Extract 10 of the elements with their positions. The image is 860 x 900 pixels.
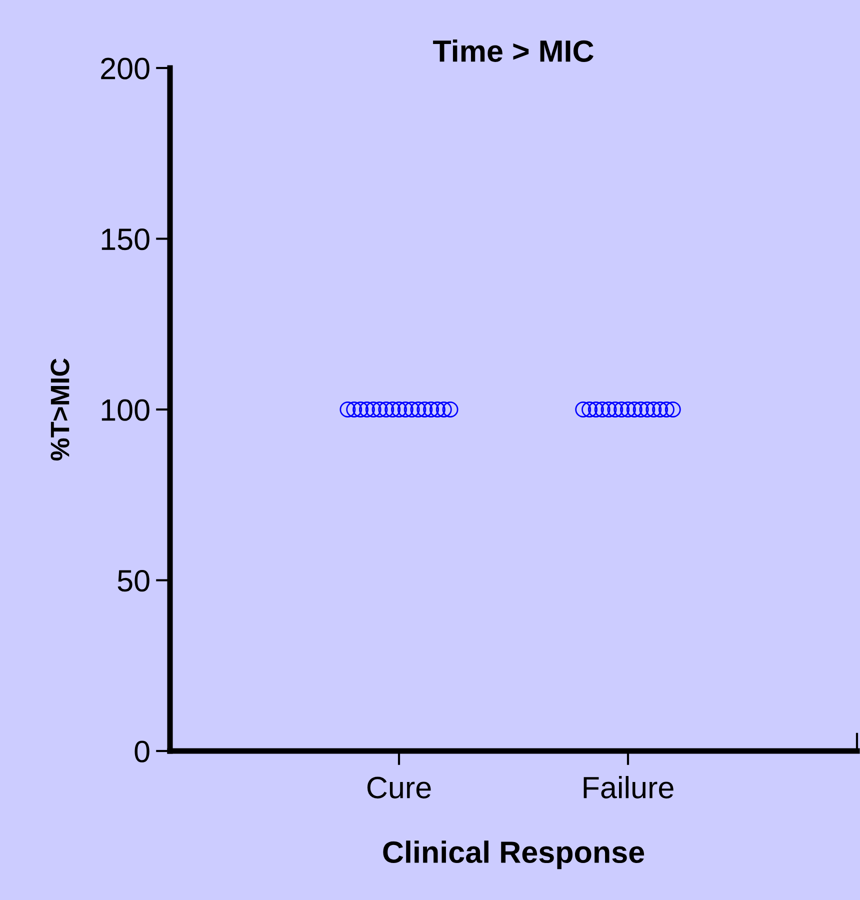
y-tick-label: 100 — [102, 399, 150, 421]
y-tick-label: 200 — [101, 58, 150, 80]
x-axis-title: Clinical Response — [383, 840, 644, 870]
y-tick-label: 150 — [102, 228, 150, 250]
x-tick-label: Cure — [367, 776, 431, 798]
y-tick-label: 0 — [134, 740, 150, 762]
y-axis-title: %T>MIC — [50, 358, 70, 461]
x-tick-label: Failure — [584, 776, 674, 798]
y-tick-label: 50 — [118, 570, 150, 592]
chart-title: Time > MIC — [433, 40, 594, 62]
